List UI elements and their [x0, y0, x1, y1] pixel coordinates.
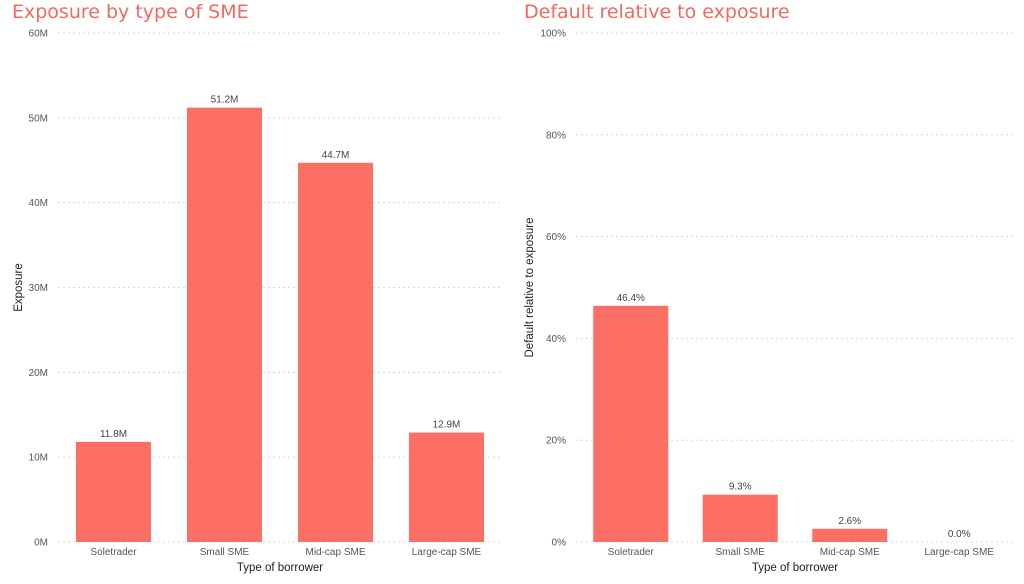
x-tick-label: Soletrader — [90, 547, 137, 558]
y-tick-label: 20M — [29, 368, 48, 379]
y-tick-label: 100% — [540, 29, 566, 40]
y-tick-label: 40M — [29, 198, 48, 209]
y-tick-label: 40% — [546, 334, 566, 345]
y-axis-title: Default relative to exposure — [524, 218, 536, 358]
bar[interactable] — [702, 494, 778, 542]
x-tick-label: Mid-cap SME — [820, 547, 880, 558]
data-label: 2.6% — [838, 516, 861, 527]
data-label: 44.7M — [322, 150, 350, 161]
bar[interactable] — [812, 528, 888, 542]
y-tick-label: 80% — [546, 130, 566, 141]
y-tick-label: 0% — [552, 538, 567, 549]
x-tick-label: Small SME — [716, 547, 766, 558]
y-axis-title: Exposure — [13, 263, 25, 312]
x-tick-label: Large-cap SME — [412, 547, 482, 558]
bar[interactable] — [593, 305, 669, 542]
bar[interactable] — [298, 162, 373, 543]
default-chart-panel: Default relative to exposure 0% 20% 40% 60%… — [512, 0, 1024, 584]
y-tick-label: 30M — [29, 283, 48, 294]
bar[interactable] — [187, 107, 262, 543]
x-tick-label: Small SME — [200, 547, 250, 558]
y-tick-label: 60% — [546, 232, 566, 243]
y-tick-label: 10M — [29, 453, 48, 464]
data-label: 0.0% — [948, 529, 971, 540]
y-tick-label: 50M — [29, 113, 48, 124]
y-tick-label: 0M — [34, 538, 48, 549]
data-label: 11.8M — [100, 429, 127, 440]
y-tick-label: 20% — [546, 436, 566, 447]
data-label: 9.3% — [729, 482, 752, 493]
x-tick-label: Large-cap SME — [925, 547, 995, 558]
data-label: 12.9M — [433, 420, 461, 431]
y-tick-label: 60M — [29, 29, 48, 40]
exposure-chart: 0M 10M 20M 30M 40M 50M 60M 11.8M Soletrader 51.2M… — [13, 29, 502, 574]
x-tick-label: Soletrader — [608, 547, 655, 558]
x-axis-title: Type of borrower — [237, 562, 323, 574]
bar[interactable] — [76, 441, 151, 542]
default-chart: 0% 20% 40% 60% 80% 100% 46.4% Soletrader 9.3% Sma… — [524, 29, 1014, 574]
bar[interactable] — [409, 432, 484, 542]
chart-title: Exposure by type of SME — [12, 1, 249, 23]
x-axis-title: Type of borrower — [752, 562, 838, 574]
data-label: 46.4% — [617, 293, 645, 304]
chart-title: Default relative to exposure — [524, 1, 790, 23]
x-tick-label: Mid-cap SME — [305, 547, 365, 558]
data-label: 51.2M — [211, 95, 239, 106]
exposure-chart-panel: Exposure by type of SME 0M 10M 20M 30M 40M 50… — [12, 1, 502, 574]
